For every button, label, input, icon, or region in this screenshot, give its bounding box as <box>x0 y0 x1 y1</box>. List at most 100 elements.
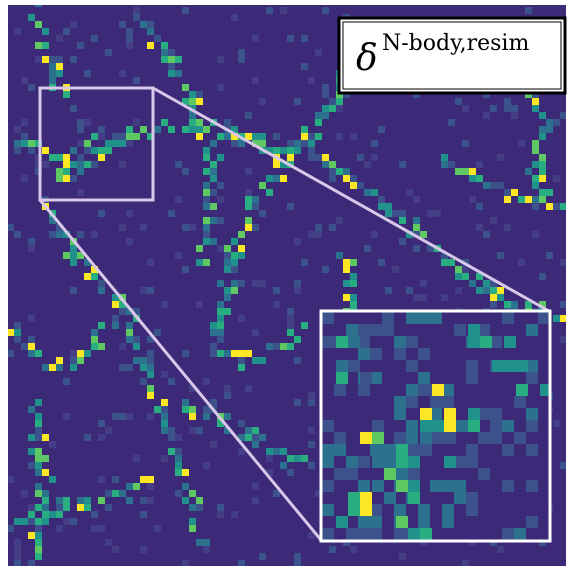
density-cell <box>126 329 133 336</box>
density-cell <box>350 280 357 287</box>
density-cell <box>28 336 35 343</box>
density-cell <box>56 511 63 518</box>
density-cell <box>371 140 378 147</box>
density-cell <box>49 441 56 448</box>
density-cell <box>287 35 294 42</box>
density-cell <box>492 360 504 372</box>
density-cell <box>469 280 476 287</box>
density-cell <box>301 63 308 70</box>
density-cell <box>478 468 490 480</box>
density-cell <box>126 364 133 371</box>
density-cell <box>399 210 406 217</box>
density-cell <box>406 384 418 396</box>
density-cell <box>168 56 175 63</box>
density-cell <box>91 273 98 280</box>
density-cell <box>462 140 469 147</box>
density-cell <box>133 14 140 21</box>
density-cell <box>259 553 266 560</box>
density-cell <box>329 168 336 175</box>
density-cell <box>56 63 63 70</box>
density-cell <box>526 516 538 528</box>
density-cell <box>252 196 259 203</box>
density-cell <box>392 210 399 217</box>
density-cell <box>301 140 308 147</box>
density-cell <box>189 224 196 231</box>
density-cell <box>91 35 98 42</box>
density-cell <box>210 168 217 175</box>
density-cell <box>175 252 182 259</box>
density-cell <box>322 444 334 456</box>
density-cell <box>511 189 518 196</box>
density-cell <box>469 175 476 182</box>
density-cell <box>497 294 504 301</box>
density-cell <box>133 119 140 126</box>
density-cell <box>112 490 119 497</box>
density-cell <box>430 480 442 492</box>
density-cell <box>468 408 480 420</box>
density-cell <box>203 126 210 133</box>
density-cell <box>360 504 372 516</box>
density-cell <box>210 329 217 336</box>
density-cell <box>35 483 42 490</box>
density-cell <box>560 315 567 322</box>
density-cell <box>322 528 334 540</box>
density-cell <box>70 56 77 63</box>
density-cell <box>56 497 63 504</box>
density-cell <box>112 140 119 147</box>
density-cell <box>77 140 84 147</box>
density-cell <box>259 133 266 140</box>
density-cell <box>35 420 42 427</box>
density-cell <box>442 516 454 528</box>
density-cell <box>273 287 280 294</box>
density-cell <box>294 140 301 147</box>
density-cell <box>217 217 224 224</box>
density-cell <box>294 336 301 343</box>
density-cell <box>294 287 301 294</box>
density-cell <box>21 119 28 126</box>
density-cell <box>308 154 315 161</box>
density-cell <box>238 420 245 427</box>
density-cell <box>287 469 294 476</box>
density-cell <box>175 455 182 462</box>
density-cell <box>203 238 210 245</box>
density-cell <box>28 511 35 518</box>
density-cell <box>140 546 147 553</box>
density-cell <box>511 112 518 119</box>
density-cell <box>28 238 35 245</box>
density-cell <box>112 546 119 553</box>
density-cell <box>539 196 546 203</box>
density-cell <box>301 133 308 140</box>
density-cell <box>35 21 42 28</box>
density-cell <box>346 528 358 540</box>
density-cell <box>35 0 42 7</box>
density-cell <box>308 140 315 147</box>
density-cell <box>203 182 210 189</box>
density-cell <box>35 504 42 511</box>
density-cell <box>196 119 203 126</box>
density-cell <box>126 336 133 343</box>
density-cell <box>308 231 315 238</box>
density-cell <box>252 329 259 336</box>
density-cell <box>203 203 210 210</box>
density-cell <box>91 525 98 532</box>
density-cell <box>238 49 245 56</box>
density-cell <box>56 56 63 63</box>
density-cell <box>287 329 294 336</box>
density-cell <box>418 312 430 324</box>
density-cell <box>384 492 396 504</box>
density-cell <box>476 161 483 168</box>
density-cell <box>56 175 63 182</box>
density-cell <box>147 259 154 266</box>
density-cell <box>371 231 378 238</box>
density-cell <box>133 336 140 343</box>
density-cell <box>238 245 245 252</box>
density-cell <box>420 294 427 301</box>
density-cell <box>442 480 454 492</box>
density-cell <box>35 532 42 539</box>
density-cell <box>406 336 418 348</box>
density-cell <box>42 56 49 63</box>
density-cell <box>378 203 385 210</box>
density-cell <box>245 224 252 231</box>
density-cell <box>343 280 350 287</box>
density-cell <box>294 98 301 105</box>
